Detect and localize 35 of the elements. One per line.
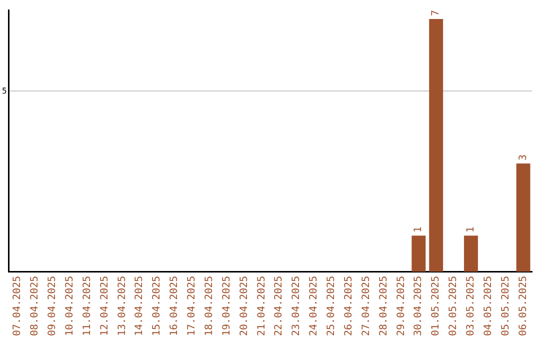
x-tick-label: 29.04.2025 — [396, 276, 407, 336]
y-tick-label: 5 — [2, 86, 7, 96]
x-tick-label: 27.04.2025 — [360, 276, 372, 336]
x-tick-label: 04.05.2025 — [482, 276, 494, 336]
x-tick-label: 07.04.2025 — [12, 276, 24, 336]
x-tick-label: 14.04.2025 — [134, 276, 146, 336]
data-label: 3 — [518, 154, 529, 160]
x-tick-label: 13.04.2025 — [116, 276, 128, 336]
x-tick-label: 16.04.2025 — [169, 276, 180, 336]
x-tick-label: 05.05.2025 — [500, 276, 512, 336]
x-tick-label: 02.05.2025 — [448, 276, 460, 336]
data-label: 1 — [413, 226, 424, 233]
x-tick-label: 19.04.2025 — [221, 276, 232, 336]
x-tick-label: 09.04.2025 — [47, 276, 58, 336]
x-tick-label: 06.05.2025 — [518, 276, 529, 336]
x-tick-label: 26.04.2025 — [343, 276, 354, 336]
data-label: 7 — [430, 10, 442, 16]
x-tick-label: 15.04.2025 — [152, 276, 163, 336]
x-tick-label: 11.04.2025 — [82, 276, 93, 336]
x-tick-label: 22.04.2025 — [274, 276, 285, 336]
x-tick-label: 18.04.2025 — [204, 276, 215, 336]
x-tick-label: 23.04.2025 — [291, 276, 302, 336]
x-tick-label: 08.04.2025 — [30, 276, 41, 336]
data-label: 1 — [466, 226, 477, 233]
x-tick-label: 21.04.2025 — [256, 276, 268, 336]
x-tick-label: 30.04.2025 — [413, 276, 424, 336]
x-tick-label: 01.05.2025 — [430, 276, 442, 336]
x-tick-label: 25.04.2025 — [326, 276, 338, 336]
x-tick-label: 28.04.2025 — [378, 276, 390, 336]
x-tick-label: 24.04.2025 — [308, 276, 320, 336]
x-tick-label: 10.04.2025 — [64, 276, 76, 336]
x-tick-label: 17.04.2025 — [186, 276, 198, 336]
x-tick-label: 03.05.2025 — [466, 276, 477, 336]
x-tick-label: 12.04.2025 — [99, 276, 110, 336]
x-tick-label: 20.04.2025 — [238, 276, 250, 336]
